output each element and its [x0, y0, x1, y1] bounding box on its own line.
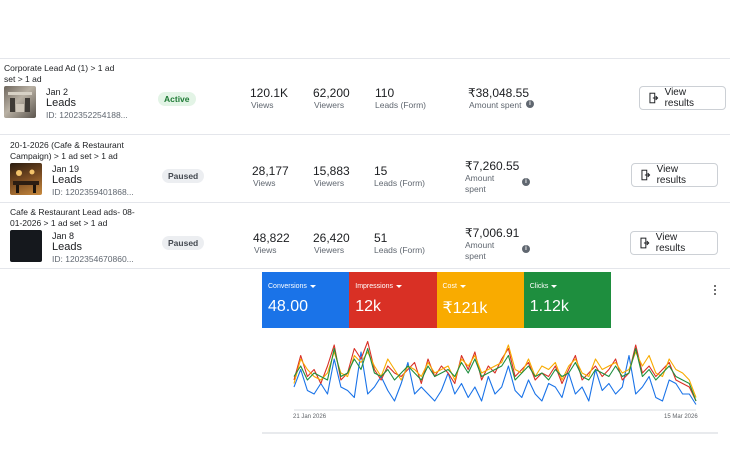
views-label: Views [251, 100, 274, 110]
ad-results-panel: Corporate Lead Ad (1) > 1 ad set > 1 ad … [0, 58, 730, 269]
view-results-button[interactable]: View results [630, 231, 718, 255]
clicks-card[interactable]: Clicks 1.12k [523, 272, 611, 328]
card-label: Cost [442, 283, 457, 290]
ad-id: ID: 1202352254188... [46, 110, 128, 120]
amount-spent-label: Amount spent [465, 240, 495, 261]
card-label: Conversions [268, 283, 307, 290]
viewers-value: 15,883 [313, 164, 350, 178]
views-label: Views [253, 178, 276, 188]
viewers-value: 62,200 [313, 86, 350, 100]
view-results-button[interactable]: View results [631, 163, 718, 187]
ad-thumbnail [10, 230, 42, 262]
ad-breadcrumb[interactable]: Corporate Lead Ad (1) > 1 ad set > 1 ad [4, 63, 115, 84]
status-badge: Paused [162, 236, 205, 250]
dropdown-caret-icon [395, 285, 402, 288]
ad-thumbnail [4, 86, 36, 118]
cost-card[interactable]: Cost ₹121k [436, 272, 524, 328]
info-icon[interactable]: i [522, 245, 530, 253]
impressions-card[interactable]: Impressions 12k [349, 272, 437, 328]
view-results-label: View results [656, 164, 687, 186]
views-value: 28,177 [252, 164, 289, 178]
ad-date: Jan 8 [52, 231, 75, 241]
view-results-icon [649, 92, 659, 104]
ad-row: Cafe & Restaurant Lead ads- 08-01-2026 >… [0, 203, 730, 270]
card-label: Impressions [355, 283, 393, 290]
more-options-icon[interactable] [712, 283, 718, 297]
x-axis-end-label: 15 Mar 2026 [664, 414, 698, 420]
leads-label: Leads (Form) [374, 245, 426, 255]
amount-spent-label: Amount spent [469, 100, 522, 110]
info-icon[interactable]: i [526, 100, 534, 108]
conversions-card[interactable]: Conversions 48.00 [262, 272, 350, 328]
performance-chart: 21 Jan 2026 15 Mar 2026 [262, 328, 718, 434]
leads-value: 15 [374, 164, 388, 178]
views-label: Views [254, 245, 277, 255]
ad-breadcrumb[interactable]: Cafe & Restaurant Lead ads- 08-01-2026 >… [10, 207, 135, 228]
dropdown-caret-icon [309, 285, 316, 288]
chart-svg [293, 340, 697, 411]
leads-label: Leads (Form) [375, 100, 427, 110]
dropdown-caret-icon [459, 285, 466, 288]
views-value: 120.1K [250, 86, 289, 100]
ad-breadcrumb[interactable]: 20-1-2026 (Cafe & Restaurant Campaign) >… [10, 140, 124, 161]
card-value: ₹121k [442, 300, 488, 317]
card-value: 48.00 [268, 298, 309, 315]
ad-id: ID: 1202359401868... [52, 187, 134, 197]
dropdown-caret-icon [551, 285, 558, 288]
ad-date: Jan 2 [46, 87, 69, 97]
status-badge: Paused [162, 169, 205, 183]
view-results-label: View results [664, 87, 695, 109]
status-badge: Active [158, 92, 196, 106]
metric-cards: Conversions 48.00 Impressions 12k Cost ₹… [262, 272, 611, 328]
amount-spent-label: Amount spent [465, 173, 495, 194]
viewers-label: Viewers [314, 245, 345, 255]
ad-row: Corporate Lead Ad (1) > 1 ad set > 1 ad … [0, 59, 730, 135]
view-results-icon [641, 169, 651, 181]
ad-objective: Leads [52, 241, 82, 253]
views-value: 48,822 [253, 231, 290, 245]
card-value: 12k [355, 298, 382, 315]
viewers-label: Viewers [314, 178, 345, 188]
leads-value: 110 [375, 86, 395, 100]
x-axis-start-label: 21 Jan 2026 [293, 414, 327, 420]
ad-row: 20-1-2026 (Cafe & Restaurant Campaign) >… [0, 135, 730, 203]
viewers-value: 26,420 [313, 231, 350, 245]
view-results-label: View results [655, 232, 686, 254]
ad-thumbnail [10, 163, 42, 195]
info-icon[interactable]: i [522, 178, 530, 186]
view-results-button[interactable]: View results [639, 86, 726, 110]
ad-id: ID: 1202354670860... [52, 254, 134, 264]
leads-value: 51 [374, 231, 388, 245]
viewers-label: Viewers [314, 100, 345, 110]
ad-date: Jan 19 [52, 164, 80, 174]
amount-spent-value: ₹38,048.55 [468, 86, 530, 100]
card-value: 1.12k [529, 298, 569, 315]
series-line-cost [293, 344, 697, 398]
ad-objective: Leads [52, 174, 82, 186]
amount-spent-value: ₹7,006.91 [465, 226, 520, 240]
leads-label: Leads (Form) [374, 178, 426, 188]
series-line-conversions [293, 351, 697, 405]
ad-objective: Leads [46, 97, 76, 109]
amount-spent-value: ₹7,260.55 [465, 159, 520, 173]
card-label: Clicks [529, 283, 549, 290]
view-results-icon [640, 237, 650, 249]
series-line-clicks [293, 347, 697, 402]
